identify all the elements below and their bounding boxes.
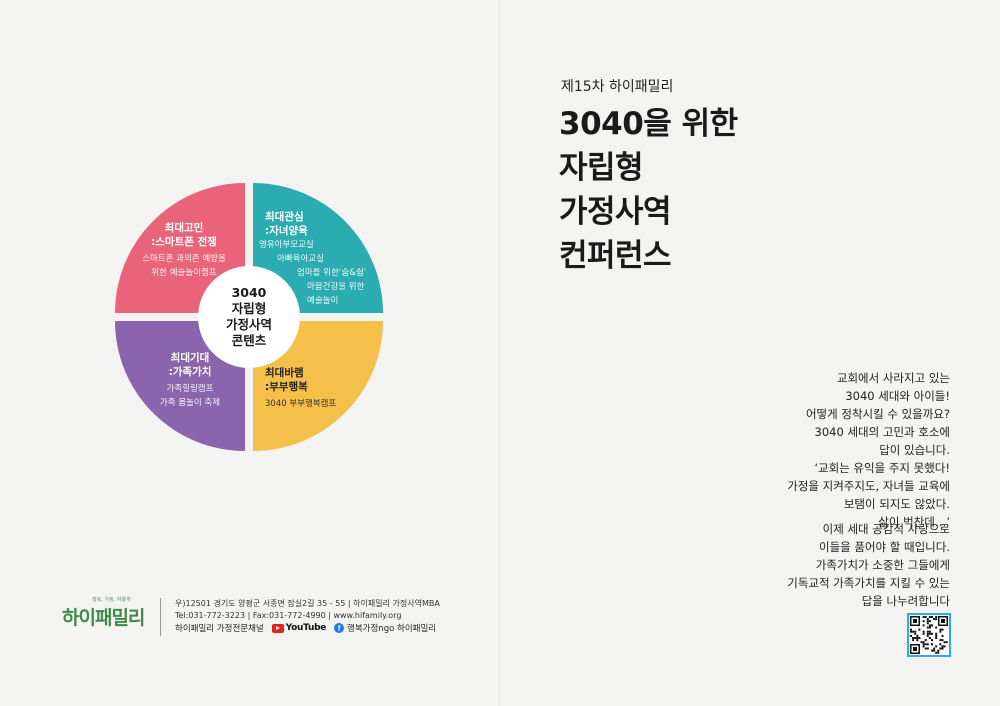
- qr-code-pattern: [910, 616, 948, 654]
- quadrant-item: 가족 몸놀이 축제: [159, 398, 221, 408]
- spread-divider: [499, 0, 500, 706]
- quadrant-title: 최대바램: [265, 367, 304, 379]
- center-line: 자립형: [231, 301, 267, 316]
- address-line: 우)12501 경기도 양평군 서종면 잠실2길 35 - 55 | 하이패밀리…: [175, 599, 440, 608]
- body-line: ‘교회는 유익을 주지 못했다!: [814, 461, 950, 475]
- body-line: 3040 세대의 고민과 호소에: [814, 425, 950, 439]
- body-line: 삶이 벅찬데…’: [878, 515, 950, 529]
- quadrant-title: :스마트폰 전쟁: [151, 236, 217, 248]
- quadrant-item: 3040 부부행복캠프: [265, 399, 337, 409]
- body-paragraph-1: 교회에서 사라지고 있는 3040 세대와 아이들! 어떻게 정착시킬 수 있을…: [690, 369, 950, 531]
- hifamily-logo: 행복, 가정, 하얗게 하이패밀리: [62, 596, 154, 632]
- quadrant-item: 가족힐링캠프: [166, 384, 214, 394]
- quadrant-bottom-right: [253, 321, 383, 451]
- title-line: 컨퍼런스: [559, 238, 672, 274]
- channel-label: 하이패밀리 가정전문채널: [175, 624, 264, 634]
- quadrant-item: 스마트폰 과의존 예방을: [142, 254, 226, 264]
- page-title: 3040을 위한 자립형 가정사역 컨퍼런스: [559, 102, 738, 278]
- diagram-center: 3040 자립형 가정사역 콘텐츠: [198, 266, 300, 368]
- body-line: 기독교적 가족가치를 지킬 수 있는: [787, 576, 950, 590]
- address-line: Tel:031-772-3223 | Fax:031-772-4990 | ww…: [175, 611, 402, 620]
- body-line: 교회에서 사라지고 있는: [836, 371, 950, 385]
- body-line: 어떻게 정착시킬 수 있을까요?: [805, 407, 950, 421]
- quadrant-title: :부부행복: [265, 381, 308, 393]
- title-line: 자립형: [559, 150, 644, 186]
- body-line: 이제 세대 공감적 사랑으로: [822, 522, 950, 536]
- facebook-icon[interactable]: f: [334, 623, 345, 633]
- body-line: 가족가치가 소중한 그들에게: [815, 558, 950, 572]
- channels-row: 하이패밀리 가정전문채널 YouTube f 행복가정ngo 하이패밀리: [175, 622, 436, 634]
- footer-divider: [160, 598, 161, 636]
- qr-code[interactable]: [907, 613, 951, 657]
- quadrant-item: 엄마를 위한‘숨&쉼’: [297, 268, 367, 278]
- body-line: 가정을 지켜주지도, 자녀들 교육에: [787, 479, 950, 493]
- body-line: 이들을 품어야 할 때입니다.: [818, 540, 950, 554]
- quadrant-top-right-text: 최대관심 :자녀양육: [265, 210, 335, 238]
- facebook-link[interactable]: 행복가정ngo 하이패밀리: [347, 624, 437, 634]
- title-line: 가정사역: [559, 194, 672, 230]
- quadrant-title: 최대관심: [265, 211, 304, 223]
- body-line: 3040 세대와 아이들!: [845, 389, 950, 403]
- center-line: 3040: [231, 285, 267, 300]
- youtube-link[interactable]: YouTube: [285, 623, 327, 633]
- body-line: 답을 나누려합니다: [861, 594, 950, 608]
- quadrant-top-left-text: 최대고민 :스마트폰 전쟁 스마트폰 과의존 예방을 위한 예술놀이캠프: [129, 221, 239, 280]
- quadrant-top-right-items: 영유아부모교실 아빠육아교실 엄마를 위한‘숨&쉼’ 마음건강을 위한 예술놀이: [259, 238, 379, 308]
- title-line: 3040을 위한: [559, 106, 738, 142]
- quadrant-item: 영유아부모교실: [259, 240, 314, 250]
- quadrant-item: 아빠육아교실: [277, 254, 324, 264]
- quadrant-bottom-left-text: 최대기대 :가족가치 가족힐링캠프 가족 몸놀이 축제: [145, 351, 235, 410]
- quadrant-item: 마음건강을 위한: [307, 282, 365, 292]
- quadrant-title: 최대기대: [170, 352, 210, 364]
- quadrant-item: 위한 예술놀이캠프: [151, 268, 217, 278]
- quadrant-title: 최대고민: [164, 222, 204, 234]
- quadrant-title: :자녀양육: [265, 225, 308, 237]
- body-paragraph-2: 이제 세대 공감적 사랑으로 이들을 품어야 할 때입니다. 가족가치가 소중한…: [690, 520, 950, 610]
- logo-text: 하이패밀리: [62, 607, 145, 629]
- subtitle: 제15차 하이패밀리: [561, 79, 674, 95]
- content-diagram: 최대고민 :스마트폰 전쟁 스마트폰 과의존 예방을 위한 예술놀이캠프 최대관…: [115, 183, 383, 451]
- quadrant-item: 예술놀이: [307, 296, 339, 306]
- center-line: 콘텐츠: [231, 333, 267, 348]
- body-line: 답이 있습니다.: [879, 443, 950, 457]
- quadrant-bottom-right-text: 최대바램 :부부행복 3040 부부행복캠프: [265, 366, 365, 411]
- logo-tagline: 행복, 가정, 하얗게: [92, 597, 131, 603]
- youtube-icon[interactable]: [271, 623, 284, 633]
- body-line: 보탬이 되지도 않았다.: [843, 497, 950, 511]
- center-line: 가정사역: [225, 317, 272, 332]
- quadrant-title: :가족가치: [168, 366, 212, 378]
- address-block: 우)12501 경기도 양평군 서종면 잠실2길 35 - 55 | 하이패밀리…: [175, 598, 440, 622]
